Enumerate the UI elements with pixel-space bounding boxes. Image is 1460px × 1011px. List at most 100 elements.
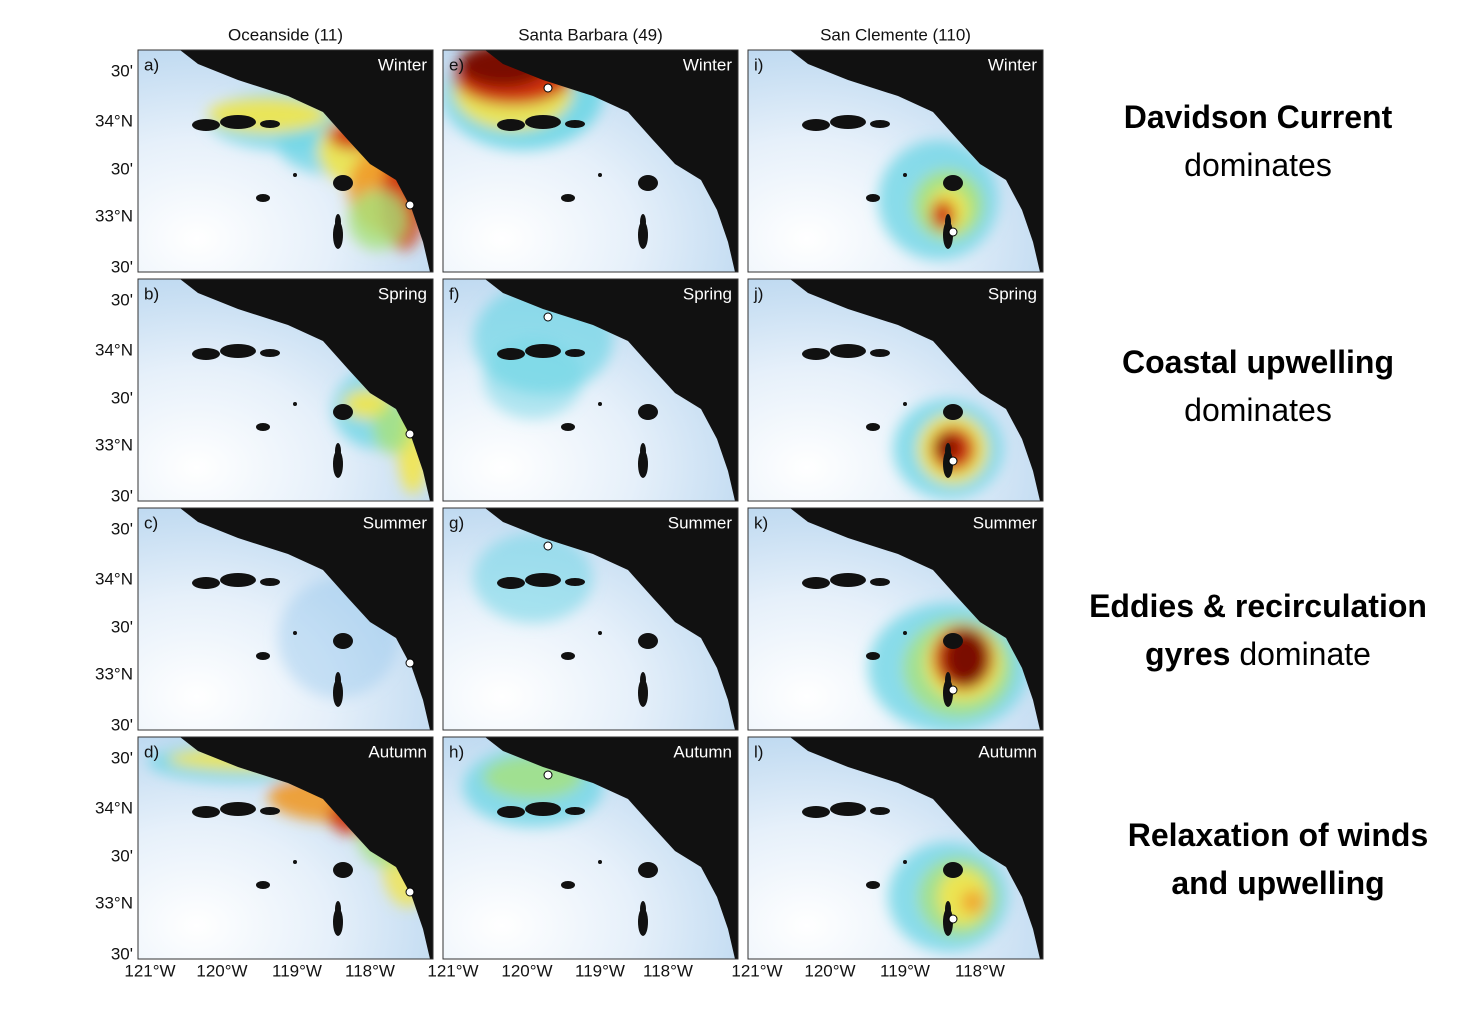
island	[638, 679, 648, 707]
island	[943, 679, 953, 707]
island	[866, 194, 880, 202]
islet	[598, 402, 602, 406]
season-label: Autumn	[673, 742, 732, 761]
land	[790, 508, 1043, 730]
island	[870, 578, 890, 586]
y-tick-label: 30'	[111, 486, 133, 505]
island	[333, 908, 343, 936]
island	[335, 672, 341, 688]
island	[561, 194, 575, 202]
season-label: Winter	[988, 55, 1037, 74]
land	[790, 279, 1043, 501]
island	[333, 175, 353, 191]
island	[497, 348, 525, 360]
island	[640, 672, 646, 688]
island	[260, 120, 280, 128]
x-tick-label: 118°W	[643, 961, 693, 980]
islet	[903, 860, 907, 864]
x-tick-label: 119°W	[880, 961, 930, 980]
annotation-text: dominate	[1230, 636, 1371, 672]
annotation: gyres dominate	[1145, 636, 1371, 672]
heat-blob	[348, 190, 408, 250]
panel-label: h)	[449, 742, 464, 761]
season-label: Spring	[378, 284, 427, 303]
site-marker	[543, 770, 553, 780]
island	[525, 344, 561, 358]
island	[640, 214, 646, 230]
island	[256, 881, 270, 889]
island	[943, 175, 963, 191]
panel-content	[443, 279, 738, 501]
island	[802, 806, 830, 818]
land	[485, 50, 738, 272]
island	[830, 573, 866, 587]
site-marker	[405, 200, 415, 210]
island	[256, 423, 270, 431]
island	[525, 573, 561, 587]
y-tick-label: 30'	[111, 388, 133, 407]
y-tick-label: 30'	[111, 748, 133, 767]
season-label: Spring	[683, 284, 732, 303]
y-tick-label: 33°N	[95, 206, 133, 225]
islet	[903, 173, 907, 177]
y-tick-label: 30'	[111, 61, 133, 80]
panel-frame	[747, 49, 1044, 273]
site-marker	[405, 658, 415, 668]
island	[220, 573, 256, 587]
y-tick-label: 34°N	[95, 340, 133, 359]
island	[945, 672, 951, 688]
annotation: Davidson Current	[1124, 99, 1393, 135]
y-tick-label: 34°N	[95, 798, 133, 817]
map-panel: h) Autumn	[442, 736, 739, 960]
panel-frame	[137, 278, 434, 502]
island	[638, 633, 658, 649]
annotation-text: dominates	[1184, 147, 1332, 183]
island	[565, 578, 585, 586]
panel-content	[138, 279, 433, 501]
panel-frame	[747, 278, 1044, 502]
island	[870, 120, 890, 128]
panel-label: c)	[144, 513, 158, 532]
panel-label: a)	[144, 55, 159, 74]
map-panel: b) Spring	[137, 278, 434, 502]
map-panel: i) Winter	[747, 49, 1044, 273]
x-tick-label: 119°W	[272, 961, 322, 980]
island	[638, 404, 658, 420]
island	[945, 214, 951, 230]
island	[870, 349, 890, 357]
island	[220, 344, 256, 358]
island	[333, 862, 353, 878]
annotation-text: and upwelling	[1171, 865, 1384, 901]
x-tick-label: 118°W	[345, 961, 395, 980]
map-panel: f) Spring	[442, 278, 739, 502]
panel-frame	[137, 507, 434, 731]
island	[256, 652, 270, 660]
season-label: Autumn	[978, 742, 1037, 761]
island	[561, 881, 575, 889]
land	[485, 737, 738, 959]
island	[565, 120, 585, 128]
island	[640, 901, 646, 917]
map-panel: e) Winter	[442, 49, 739, 273]
island	[802, 577, 830, 589]
annotation: dominates	[1184, 147, 1332, 183]
panel-content	[748, 508, 1043, 730]
panel-content	[138, 50, 433, 272]
map-panel: l) Autumn	[747, 736, 1044, 960]
site-marker	[948, 227, 958, 237]
y-tick-label: 30'	[111, 519, 133, 538]
panel-content	[138, 508, 433, 730]
island	[192, 806, 220, 818]
island	[638, 862, 658, 878]
island	[638, 221, 648, 249]
y-tick-label: 30'	[111, 944, 133, 963]
island	[943, 404, 963, 420]
island	[640, 443, 646, 459]
annotation: Coastal upwelling	[1122, 344, 1394, 380]
island	[830, 344, 866, 358]
heat-field	[878, 140, 998, 260]
season-label: Winter	[683, 55, 732, 74]
island	[870, 807, 890, 815]
column-title: Santa Barbara (49)	[518, 25, 663, 44]
annotation-text: Coastal upwelling	[1122, 344, 1394, 380]
